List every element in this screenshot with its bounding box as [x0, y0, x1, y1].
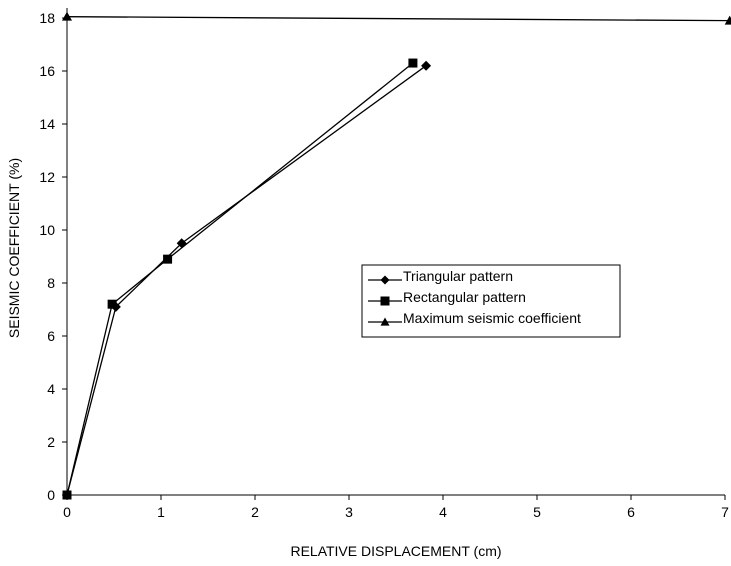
- legend: Triangular pattern Rectangular pattern Max…: [361, 264, 621, 338]
- data-point-triangle: [62, 11, 72, 21]
- series-line: [66, 62, 414, 496]
- series-triangle: [62, 11, 731, 25]
- y-tick-label: 14: [39, 116, 55, 132]
- x-tick-label: 6: [627, 504, 635, 520]
- y-tick-label: 18: [39, 10, 55, 26]
- x-tick-label: 7: [721, 504, 729, 520]
- series-square: [62, 58, 418, 500]
- data-point-square: [62, 490, 72, 500]
- legend-label: Triangular pattern: [403, 268, 513, 284]
- legend-label: Maximum seismic coefficient: [403, 310, 581, 326]
- legend-label: Rectangular pattern: [403, 289, 526, 305]
- series-line: [66, 16, 730, 22]
- data-point-diamond: [380, 275, 390, 285]
- x-tick-label: 2: [251, 504, 259, 520]
- x-tick-label: 5: [533, 504, 541, 520]
- y-axis-label: SEISMIC COEFFICIENT (%): [6, 158, 22, 338]
- y-tick-label: 12: [39, 169, 55, 185]
- y-tick-label: 16: [39, 63, 55, 79]
- x-axis-label: RELATIVE DISPLACEMENT (cm): [290, 543, 501, 559]
- data-point-square: [107, 299, 117, 309]
- data-point-square: [408, 58, 418, 68]
- legend-box: [361, 264, 621, 338]
- y-tick-label: 0: [47, 487, 55, 503]
- x-tick-label: 1: [157, 504, 165, 520]
- axes: [66, 8, 725, 496]
- x-tick-label: 4: [439, 504, 447, 520]
- data-point-diamond: [421, 60, 432, 71]
- data-point-triangle: [380, 317, 390, 326]
- y-tick-label: 6: [47, 328, 55, 344]
- y-tick-label: 10: [39, 222, 55, 238]
- data-point-triangle: [724, 15, 731, 25]
- x-tick-label: 3: [345, 504, 353, 520]
- y-tick-label: 8: [47, 275, 55, 291]
- y-tick-label: 4: [47, 381, 55, 397]
- data-point-square: [380, 296, 390, 306]
- x-tick-label: 0: [63, 504, 71, 520]
- series-group: [62, 11, 731, 500]
- y-tick-label: 2: [47, 434, 55, 450]
- data-point-square: [163, 254, 173, 264]
